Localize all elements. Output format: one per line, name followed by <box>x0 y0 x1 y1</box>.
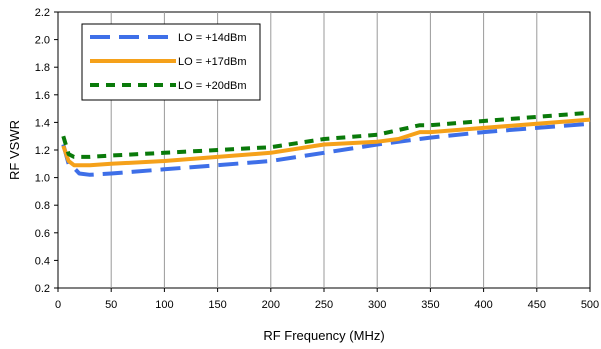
x-tick-label: 300 <box>368 299 386 311</box>
x-tick-label: 150 <box>208 299 226 311</box>
x-tick-label: 450 <box>528 299 546 311</box>
x-axis-title: RF Frequency (MHz) <box>263 328 384 343</box>
x-tick-label: 0 <box>55 299 61 311</box>
y-tick-label: 1.0 <box>35 173 50 185</box>
y-tick-label: 1.6 <box>35 90 50 102</box>
x-tick-label: 400 <box>474 299 492 311</box>
y-tick-label: 0.4 <box>35 255 50 267</box>
x-tick-label: 200 <box>262 299 280 311</box>
x-tick-label: 100 <box>155 299 173 311</box>
y-tick-label: 0.6 <box>35 228 50 240</box>
legend-label-3: LO = +20dBm <box>178 80 247 92</box>
x-tick-label: 500 <box>581 299 599 311</box>
x-tick-label: 50 <box>105 299 117 311</box>
y-tick-label: 0.8 <box>35 200 50 212</box>
legend-label-2: LO = +17dBm <box>178 56 247 68</box>
y-tick-label: 1.2 <box>35 145 50 157</box>
y-tick-label: 2.0 <box>35 35 50 47</box>
y-axis-ticks: 0.2 0.4 0.6 0.8 1.0 1.2 1.4 1.6 1.8 2.0 2.2 <box>35 7 58 295</box>
y-tick-label: 2.2 <box>35 7 50 19</box>
series-lines <box>61 110 591 177</box>
series-line-2 <box>61 117 591 168</box>
y-axis-title: RF VSWR <box>7 120 22 180</box>
x-tick-label: 250 <box>315 299 333 311</box>
x-tick-label: 350 <box>421 299 439 311</box>
x-axis-ticks: 0 50 100 150 200 250 300 350 400 450 500 <box>55 288 599 311</box>
y-tick-label: 1.8 <box>35 62 50 74</box>
series-line-3 <box>61 110 591 159</box>
series-line-1 <box>61 121 591 177</box>
y-tick-label: 1.4 <box>35 117 50 129</box>
y-tick-label: 0.2 <box>35 283 50 295</box>
legend: LO = +14dBm LO = +17dBm LO = +20dBm <box>81 23 261 101</box>
legend-label-1: LO = +14dBm <box>178 32 247 44</box>
